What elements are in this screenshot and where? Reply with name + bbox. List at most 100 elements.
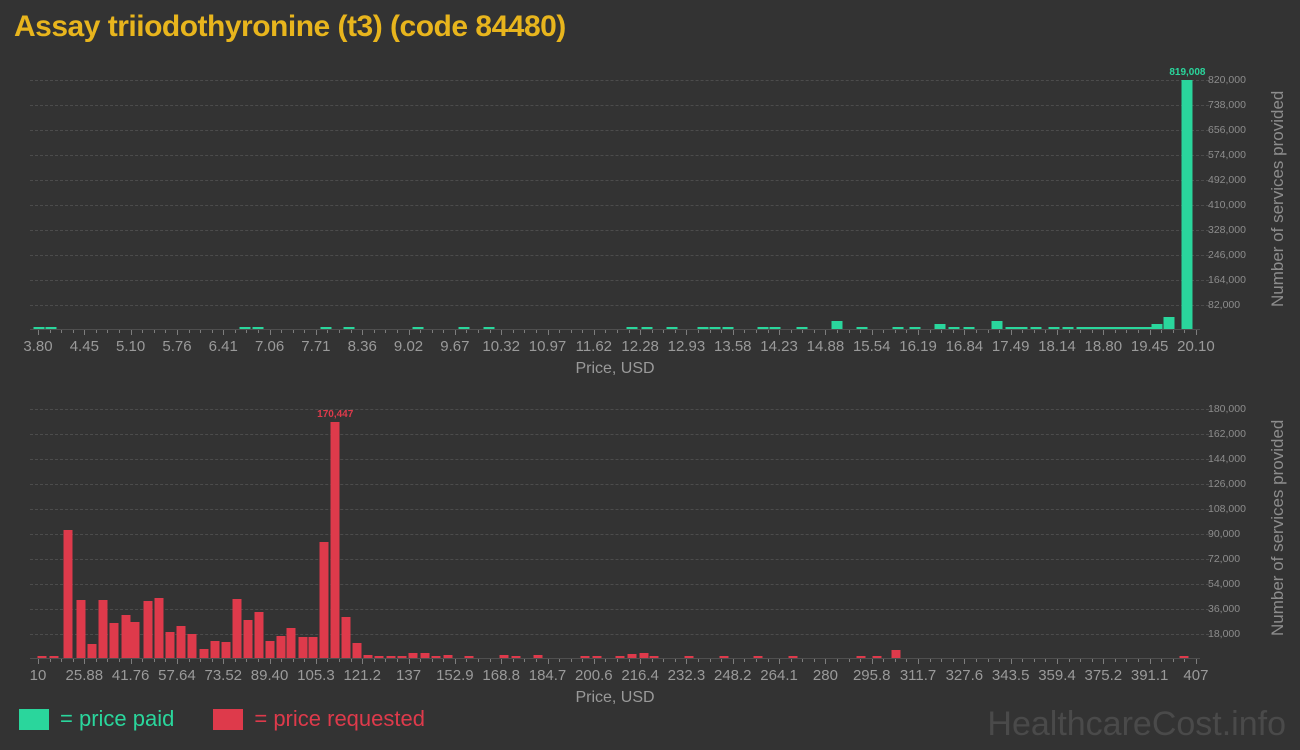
histogram-bar bbox=[709, 327, 721, 329]
x-tick-label: 41.76 bbox=[111, 667, 150, 684]
histogram-bar bbox=[934, 323, 946, 329]
major-tick bbox=[547, 659, 549, 664]
x-tick-label: 391.1 bbox=[1130, 667, 1169, 684]
histogram-bar bbox=[627, 653, 637, 658]
x-tick-label: 15.54 bbox=[852, 338, 891, 355]
minor-tick bbox=[61, 659, 63, 662]
minor-tick bbox=[188, 659, 190, 662]
minor-tick bbox=[304, 659, 306, 662]
major-tick bbox=[871, 659, 873, 664]
major-tick bbox=[269, 659, 271, 664]
histogram-bar bbox=[1179, 656, 1189, 658]
minor-tick bbox=[987, 659, 989, 662]
major-tick bbox=[1149, 659, 1151, 664]
minor-tick bbox=[709, 330, 711, 333]
histogram-bar bbox=[254, 611, 264, 658]
x-tick-label: 7.71 bbox=[301, 338, 331, 355]
x-tick-label: 9.67 bbox=[440, 338, 470, 355]
major-tick bbox=[223, 659, 225, 664]
major-tick bbox=[269, 330, 271, 335]
minor-tick bbox=[651, 659, 653, 662]
minor-tick bbox=[72, 659, 74, 662]
x-tick-label: 137 bbox=[396, 667, 422, 684]
gridline bbox=[30, 305, 1210, 307]
gridline bbox=[30, 255, 1210, 257]
histogram-bar bbox=[483, 327, 495, 329]
minor-tick bbox=[396, 330, 398, 333]
histogram-bar bbox=[176, 626, 186, 658]
minor-tick bbox=[165, 330, 167, 333]
major-tick bbox=[686, 330, 688, 335]
histogram-bar bbox=[1140, 327, 1152, 329]
x-tick-label: 5.10 bbox=[116, 338, 146, 355]
histogram-bar bbox=[76, 599, 86, 658]
minor-tick bbox=[1126, 330, 1128, 333]
minor-tick bbox=[674, 659, 676, 662]
minor-tick bbox=[616, 659, 618, 662]
minor-tick bbox=[883, 330, 885, 333]
minor-tick bbox=[721, 659, 723, 662]
major-tick bbox=[640, 330, 642, 335]
x-tick-label: 11.62 bbox=[575, 338, 613, 355]
minor-tick bbox=[281, 659, 283, 662]
minor-tick bbox=[49, 659, 51, 662]
minor-tick bbox=[616, 330, 618, 333]
y-tick-label: 162,000 bbox=[1208, 428, 1246, 441]
minor-tick bbox=[524, 330, 526, 333]
minor-tick bbox=[443, 330, 445, 333]
histogram-bar bbox=[98, 599, 108, 658]
minor-tick bbox=[466, 659, 468, 662]
minor-tick bbox=[813, 659, 815, 662]
histogram-bar bbox=[87, 644, 97, 658]
y-tick-label: 164,000 bbox=[1208, 274, 1246, 287]
minor-tick bbox=[1045, 659, 1047, 662]
histogram-bar bbox=[165, 632, 175, 658]
histogram-bar bbox=[769, 327, 781, 329]
x-tick-label: 16.84 bbox=[945, 338, 984, 355]
minor-tick bbox=[860, 330, 862, 333]
minor-tick bbox=[1161, 330, 1163, 333]
major-tick bbox=[593, 330, 595, 335]
histogram-bar bbox=[154, 598, 164, 658]
y-tick-label: 656,000 bbox=[1208, 124, 1246, 137]
minor-tick bbox=[478, 659, 480, 662]
major-tick bbox=[871, 330, 873, 335]
minor-tick bbox=[95, 330, 97, 333]
histogram-bar bbox=[330, 421, 340, 658]
major-tick bbox=[38, 330, 39, 335]
y-axis-title: Number of services provided bbox=[1268, 90, 1287, 308]
minor-tick bbox=[431, 659, 433, 662]
x-tick-label: 407 bbox=[1183, 667, 1209, 684]
minor-tick bbox=[674, 330, 676, 333]
minor-tick bbox=[570, 659, 572, 662]
histogram-bar bbox=[697, 327, 709, 329]
minor-tick bbox=[153, 330, 155, 333]
minor-tick bbox=[813, 330, 815, 333]
plot-area: 170,447 bbox=[30, 397, 1210, 659]
major-tick bbox=[918, 659, 920, 664]
major-tick bbox=[454, 330, 456, 335]
histogram-bar bbox=[909, 327, 921, 329]
minor-tick bbox=[95, 659, 97, 662]
major-tick bbox=[362, 659, 364, 664]
minor-tick bbox=[373, 659, 375, 662]
histogram-bar bbox=[641, 327, 653, 329]
histogram-bar bbox=[856, 327, 868, 329]
x-tick-label: 121.2 bbox=[343, 667, 381, 684]
gridline bbox=[30, 105, 1210, 107]
gridline bbox=[30, 534, 1210, 536]
minor-tick bbox=[1068, 330, 1070, 333]
y-tick-label: 126,000 bbox=[1208, 478, 1246, 491]
histogram-bar bbox=[1005, 327, 1017, 329]
histogram-bar bbox=[1016, 327, 1028, 329]
minor-tick bbox=[1138, 659, 1140, 662]
major-tick bbox=[547, 330, 549, 335]
minor-tick bbox=[755, 330, 757, 333]
minor-tick bbox=[200, 330, 202, 333]
histogram-bar bbox=[831, 320, 843, 329]
major-tick bbox=[84, 330, 86, 335]
x-tick-label: 343.5 bbox=[991, 667, 1030, 684]
minor-tick bbox=[999, 659, 1001, 662]
histogram-bar bbox=[1130, 327, 1142, 329]
x-tick-label: 216.4 bbox=[621, 667, 659, 684]
